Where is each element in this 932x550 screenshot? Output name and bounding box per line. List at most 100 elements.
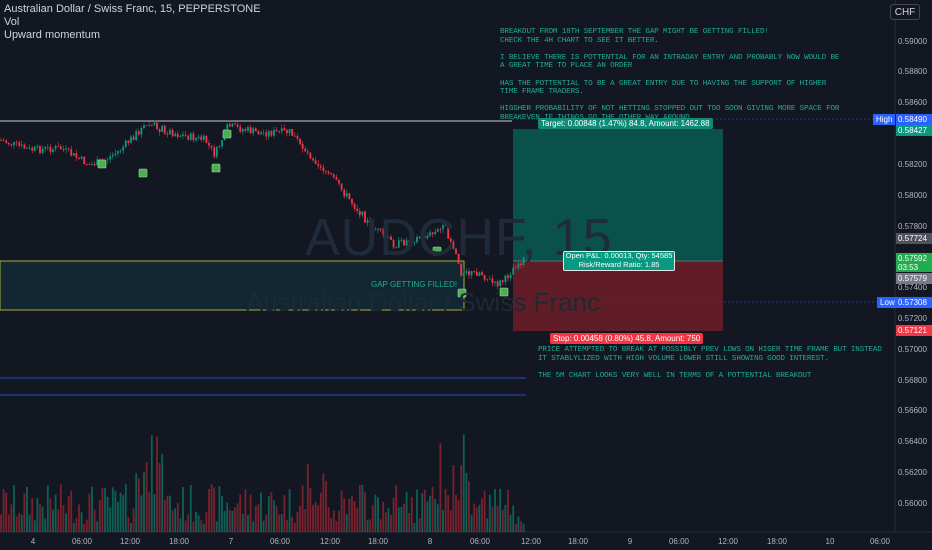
candle-body xyxy=(72,153,75,156)
candle-body xyxy=(314,160,317,164)
candle-body xyxy=(135,131,138,141)
volume-bar xyxy=(319,492,322,532)
candle-body xyxy=(413,242,416,244)
buy-signal-marker[interactable] xyxy=(499,287,509,297)
volume-bar xyxy=(52,509,54,532)
volume-bar xyxy=(72,523,75,532)
candle-body xyxy=(174,133,177,137)
candle-body xyxy=(49,146,52,153)
volume-bar xyxy=(377,497,379,532)
candle-body xyxy=(306,151,309,153)
candle-body xyxy=(244,128,247,131)
price-axis-label: 0.57800 xyxy=(898,222,927,231)
volume-bar xyxy=(41,506,44,532)
candle-body xyxy=(283,128,286,131)
volume-bar xyxy=(343,498,346,532)
volume-bar xyxy=(218,486,221,532)
candle-body xyxy=(447,225,450,239)
volume-bar xyxy=(361,484,364,532)
volume-bar xyxy=(499,488,502,532)
volume-bar xyxy=(273,500,275,532)
candle-body xyxy=(161,125,164,132)
candle-body xyxy=(57,146,60,147)
candle-body xyxy=(395,247,398,249)
volume-bar xyxy=(36,498,39,532)
price-axis-label: 0.58000 xyxy=(898,191,927,200)
volume-bar xyxy=(265,514,268,532)
stop-label[interactable]: Stop: 0.00458 (0.80%) 45.8, Amount: 750 xyxy=(550,333,704,344)
candle-body xyxy=(187,135,190,140)
target-label[interactable]: Target: 0.00848 (1.47%) 84.8, Amount: 14… xyxy=(538,118,713,129)
candle-body xyxy=(340,183,343,190)
volume-bar xyxy=(33,520,36,532)
profit-zone[interactable] xyxy=(513,129,723,261)
momentum-indicator-label[interactable]: Upward momentum xyxy=(4,29,100,41)
volume-bar xyxy=(395,485,398,532)
position-info-box[interactable]: Open P&L: 0.00013, Qty: 54585 Risk/Rewar… xyxy=(563,251,675,271)
volume-bar xyxy=(104,488,106,532)
stop-price-tag: 0.57121 xyxy=(896,325,932,336)
volume-bar xyxy=(143,472,145,532)
currency-button[interactable]: CHF xyxy=(890,4,920,20)
candle-body xyxy=(325,170,327,172)
candle-body xyxy=(202,135,205,140)
volume-bar xyxy=(184,520,187,532)
time-axis-label: 12:00 xyxy=(520,537,542,546)
volume-bar xyxy=(382,501,385,532)
volume-bar xyxy=(507,489,509,532)
buy-signal-marker[interactable] xyxy=(432,246,442,256)
candle-body xyxy=(119,150,122,152)
candle-body xyxy=(93,163,96,166)
loss-zone[interactable] xyxy=(513,261,723,331)
volume-bar xyxy=(488,494,491,532)
volume-bar xyxy=(387,508,390,532)
candle-body xyxy=(78,157,80,159)
volume-bar xyxy=(452,465,455,532)
candle-body xyxy=(481,272,483,275)
volume-bar xyxy=(504,504,507,532)
candle-body xyxy=(46,146,49,148)
buy-signal-marker[interactable] xyxy=(211,163,221,173)
volume-bar xyxy=(384,512,387,532)
candle-body xyxy=(13,142,15,146)
volume-bar xyxy=(403,503,405,532)
volume-indicator-label[interactable]: Vol xyxy=(4,16,20,28)
candle-body xyxy=(330,173,333,175)
candle-body xyxy=(356,208,359,212)
buy-signal-marker[interactable] xyxy=(222,129,232,139)
candle-body xyxy=(267,131,270,137)
buy-signal-marker[interactable] xyxy=(457,288,467,298)
candle-body xyxy=(150,124,153,126)
buy-signal-marker[interactable] xyxy=(138,168,148,178)
volume-bars xyxy=(0,434,525,532)
candle-body xyxy=(124,140,127,147)
buy-signal-marker[interactable] xyxy=(97,159,107,169)
gap-label[interactable]: GAP GETTING FILLED! xyxy=(371,280,458,289)
candle-body xyxy=(408,240,411,242)
candle-body xyxy=(163,125,166,134)
time-axis-label: 06:00 xyxy=(269,537,291,546)
volume-bar xyxy=(195,511,197,532)
gap-zone[interactable] xyxy=(0,260,465,311)
candle-body xyxy=(517,263,520,268)
candle-body xyxy=(176,133,179,137)
note-top[interactable]: BREAKOUT FROM 18TH SEPTEMBER THE GAP MIG… xyxy=(500,28,840,122)
note-bottom[interactable]: PRICE ATTEMPTED TO BREAK AT POSSIBLY PRE… xyxy=(538,346,882,380)
volume-bar xyxy=(234,507,236,532)
candle-body xyxy=(351,199,353,204)
volume-bar xyxy=(442,510,444,532)
volume-bar xyxy=(494,489,496,532)
candle-body xyxy=(353,203,356,209)
volume-bar xyxy=(62,505,65,532)
candle-body xyxy=(444,225,447,227)
volume-bar xyxy=(161,453,164,532)
volume-bar xyxy=(96,521,99,532)
candle-body xyxy=(426,235,429,239)
candle-body xyxy=(418,237,421,239)
volume-bar xyxy=(426,501,429,532)
volume-bar xyxy=(436,504,439,532)
volume-bar xyxy=(314,501,317,532)
symbol-title[interactable]: Australian Dollar / Swiss Franc, 15, PEP… xyxy=(4,3,261,15)
time-axis-label: 18:00 xyxy=(168,537,190,546)
